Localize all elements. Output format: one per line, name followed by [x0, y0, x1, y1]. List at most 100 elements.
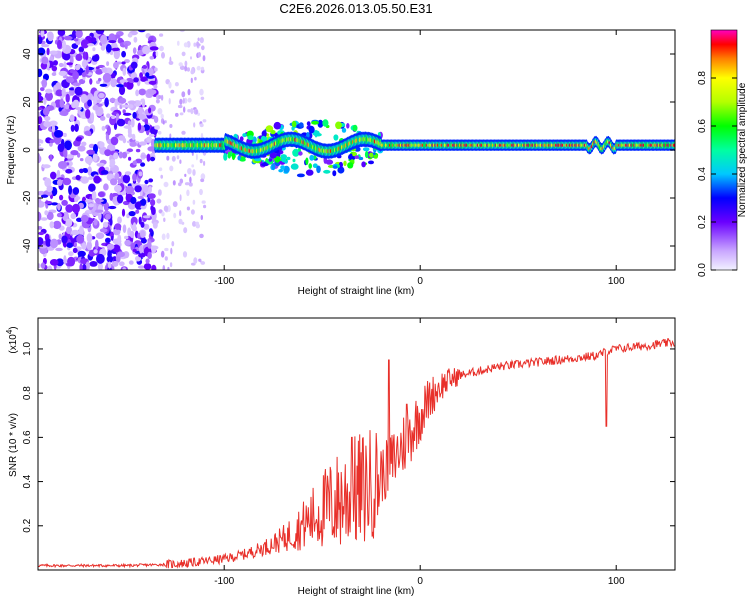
noise-blob	[41, 78, 48, 88]
noise-blob	[146, 153, 151, 162]
turbulence-blob	[341, 127, 347, 133]
noise-blob	[72, 247, 78, 254]
noise-blob	[114, 99, 118, 109]
noise-blob	[150, 205, 154, 212]
noise-blob	[155, 99, 160, 104]
noise-blob	[95, 197, 101, 204]
turbulence-blob	[364, 150, 369, 159]
noise-blob	[199, 259, 202, 263]
turbulence-blob	[270, 130, 276, 135]
noise-blob	[95, 68, 103, 75]
noise-blob	[40, 87, 45, 92]
noise-blob	[77, 145, 86, 152]
turbulence-blob	[362, 147, 370, 152]
turbulence-blob	[298, 151, 303, 156]
noise-blob	[51, 124, 56, 133]
noise-blob	[105, 43, 112, 53]
y-tick-label: 0.8	[22, 386, 33, 400]
noise-blob	[182, 97, 185, 104]
y-tick-label: -20	[22, 190, 33, 205]
noise-blob	[38, 237, 44, 246]
noise-blob	[142, 65, 148, 69]
noise-blob	[118, 261, 125, 267]
noise-blob	[69, 114, 75, 123]
noise-blob	[58, 233, 62, 240]
noise-blob	[124, 239, 131, 246]
turbulence-blob	[373, 154, 379, 159]
noise-blob	[114, 172, 120, 181]
spectrogram-y-ticks: -40 -20 0 20 40	[22, 48, 675, 253]
spectrogram-y-label: Frequency (Hz)	[6, 116, 17, 185]
x-tick-label: 0	[417, 276, 423, 287]
noise-blob	[38, 115, 43, 125]
noise-blob	[126, 148, 134, 153]
noise-blob	[200, 132, 204, 139]
noise-blob	[88, 183, 96, 192]
noise-blob	[38, 138, 43, 144]
noise-blob	[184, 173, 187, 177]
noise-blob	[128, 211, 136, 217]
noise-blob	[122, 137, 127, 144]
noise-blob	[138, 141, 147, 146]
noise-blob	[119, 97, 127, 104]
turbulence-blob	[317, 119, 324, 128]
noise-blob	[46, 185, 53, 193]
turbulence-blob	[247, 135, 254, 141]
noise-blob	[53, 60, 58, 66]
colorbar-frame	[710, 29, 738, 271]
noise-blob	[96, 162, 105, 167]
noise-blob	[75, 53, 83, 62]
noise-blob	[86, 209, 92, 214]
noise-blob	[148, 186, 153, 194]
noise-blob	[161, 233, 166, 241]
turbulence-blob	[346, 123, 350, 129]
noise-blob	[76, 234, 85, 244]
noise-blob	[74, 123, 79, 132]
noise-blob	[192, 169, 196, 176]
noise-blob	[81, 141, 87, 147]
noise-blob	[121, 61, 126, 65]
noise-blob	[70, 124, 75, 132]
noise-blob	[65, 154, 75, 159]
noise-blob	[111, 260, 119, 267]
turbulence-blob	[309, 154, 315, 161]
noise-blob	[130, 118, 135, 128]
noise-blob	[124, 171, 132, 176]
noise-blob	[135, 148, 141, 153]
noise-blob	[72, 203, 80, 214]
noise-blob	[195, 109, 198, 114]
noise-blob	[57, 179, 63, 187]
noise-blob	[62, 177, 72, 186]
noise-blob	[138, 171, 143, 177]
y-tick-label: 20	[22, 96, 33, 108]
noise-blob	[131, 133, 136, 141]
noise-blob	[170, 247, 173, 255]
noise-blob	[145, 258, 150, 264]
noise-blob	[142, 45, 151, 55]
noise-blob	[55, 258, 64, 267]
noise-blob	[55, 89, 64, 97]
noise-blob	[135, 209, 140, 214]
colorbar-label: Normalized spectral amplitude	[737, 82, 748, 217]
noise-blob	[137, 122, 142, 131]
noise-blob	[162, 120, 165, 125]
noise-blob	[183, 227, 188, 234]
noise-blob	[183, 106, 186, 113]
snr-x-label: Height of straight line (km)	[298, 586, 415, 597]
noise-blob	[176, 155, 180, 160]
noise-blob	[38, 36, 43, 45]
noise-blob	[177, 40, 180, 46]
y-tick-label: 0.2	[22, 518, 33, 532]
noise-blob	[76, 217, 83, 222]
noise-blob	[194, 76, 197, 81]
noise-blob	[130, 61, 138, 69]
noise-blob	[104, 97, 109, 108]
noise-blob	[160, 174, 163, 179]
noise-blob	[52, 220, 62, 230]
noise-blob	[79, 225, 84, 236]
noise-blob	[44, 200, 53, 205]
noise-blob	[98, 141, 105, 148]
noise-blob	[147, 251, 152, 259]
noise-blob	[46, 211, 54, 221]
turbulence-blob	[237, 155, 241, 161]
